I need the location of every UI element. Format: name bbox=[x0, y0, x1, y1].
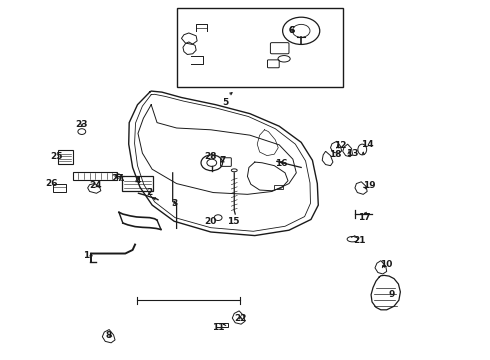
Text: 28: 28 bbox=[204, 152, 217, 161]
Text: 23: 23 bbox=[75, 120, 88, 129]
Text: 6: 6 bbox=[288, 26, 294, 35]
Text: 11: 11 bbox=[212, 323, 224, 332]
Text: 25: 25 bbox=[50, 152, 63, 161]
Text: 7: 7 bbox=[220, 156, 226, 165]
Text: 6: 6 bbox=[288, 26, 294, 35]
Text: 2: 2 bbox=[147, 188, 153, 197]
Text: 15: 15 bbox=[226, 217, 239, 226]
Text: 26: 26 bbox=[46, 179, 58, 188]
Text: 5: 5 bbox=[222, 98, 228, 107]
Text: 24: 24 bbox=[90, 181, 102, 190]
Text: 12: 12 bbox=[334, 141, 346, 150]
Text: 10: 10 bbox=[381, 260, 393, 269]
Text: 4: 4 bbox=[134, 176, 141, 185]
Text: 13: 13 bbox=[346, 149, 359, 158]
Text: 20: 20 bbox=[205, 217, 217, 226]
Text: 18: 18 bbox=[329, 150, 342, 159]
Text: 3: 3 bbox=[171, 199, 177, 208]
Bar bbox=[274, 185, 283, 189]
Text: 21: 21 bbox=[354, 237, 366, 246]
Text: 17: 17 bbox=[358, 213, 371, 222]
Text: 22: 22 bbox=[234, 314, 246, 323]
Bar bbox=[176, 8, 343, 87]
Text: 9: 9 bbox=[389, 290, 395, 299]
Text: 16: 16 bbox=[275, 159, 288, 168]
Text: 1: 1 bbox=[83, 251, 89, 260]
Text: 8: 8 bbox=[105, 332, 111, 341]
Bar bbox=[216, 323, 228, 327]
Text: 19: 19 bbox=[363, 181, 376, 190]
Text: 27: 27 bbox=[112, 174, 124, 183]
Text: 14: 14 bbox=[361, 140, 373, 149]
